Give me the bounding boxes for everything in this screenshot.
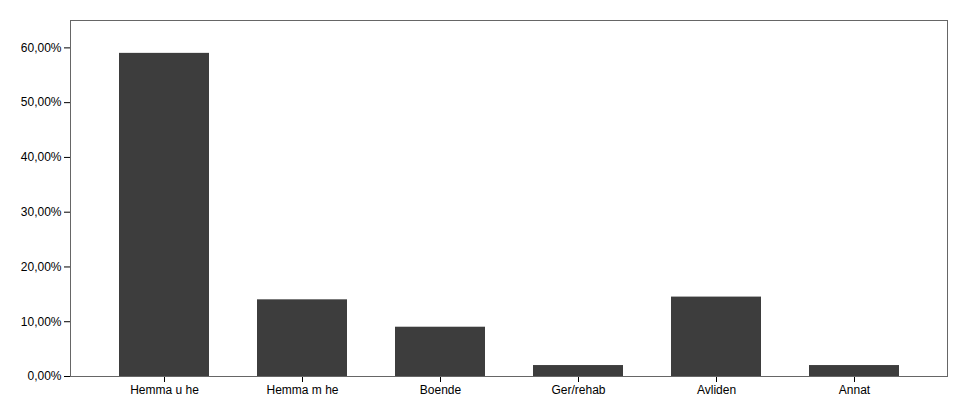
svg-text:10,00%: 10,00% <box>21 315 62 329</box>
svg-text:60,00%: 60,00% <box>21 41 62 55</box>
svg-text:Annat: Annat <box>839 383 871 397</box>
svg-text:0,00%: 0,00% <box>27 369 61 383</box>
svg-text:30,00%: 30,00% <box>21 205 62 219</box>
svg-text:Avliden: Avliden <box>697 383 736 397</box>
svg-text:20,00%: 20,00% <box>21 260 62 274</box>
svg-text:50,00%: 50,00% <box>21 95 62 109</box>
svg-text:Ger/rehab: Ger/rehab <box>551 383 605 397</box>
svg-text:Boende: Boende <box>420 383 462 397</box>
svg-text:40,00%: 40,00% <box>21 150 62 164</box>
svg-text:Hemma u he: Hemma u he <box>130 383 199 397</box>
svg-text:Hemma m he: Hemma m he <box>266 383 338 397</box>
